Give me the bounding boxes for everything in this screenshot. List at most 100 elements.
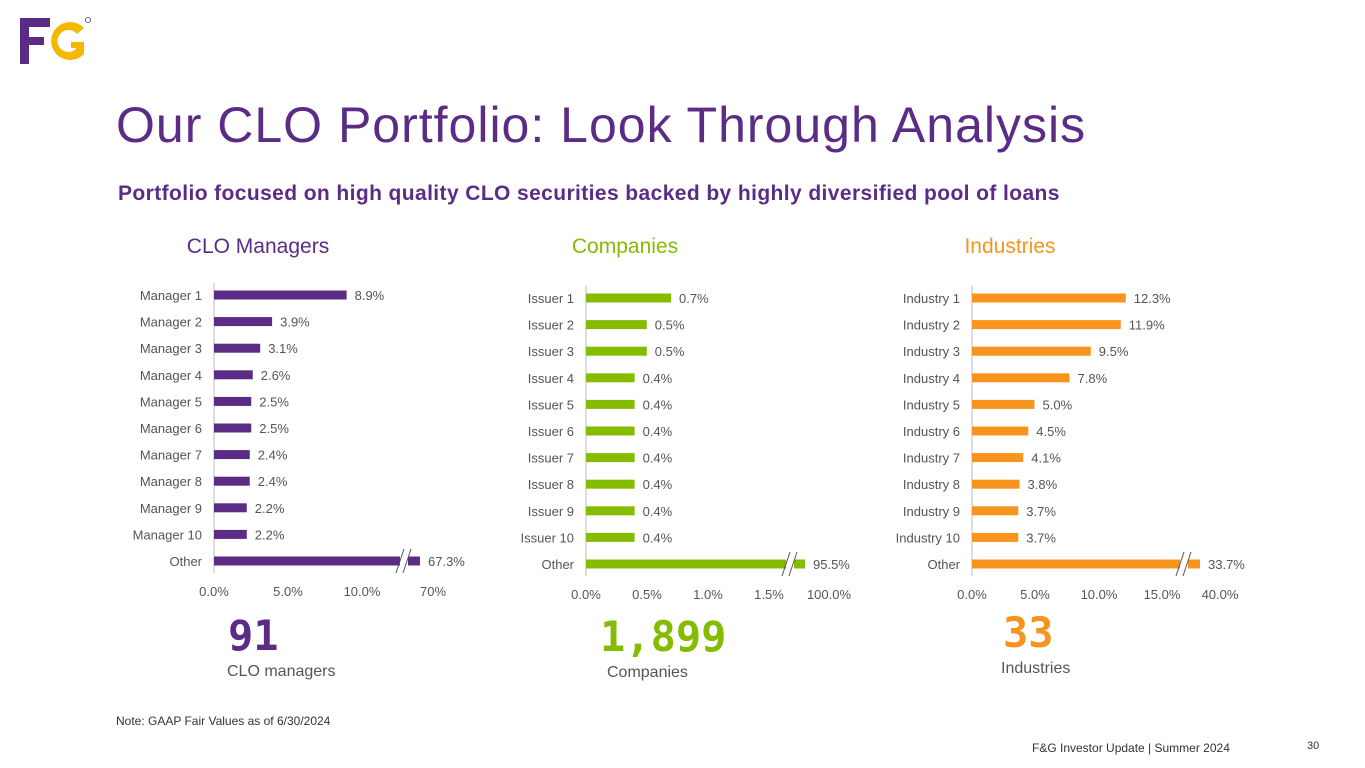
chart-0-axis-break-gap (400, 555, 408, 567)
chart-1-category-label: Issuer 1 (528, 291, 574, 306)
chart-2-title: Industries (964, 235, 1055, 258)
chart-1-bar (586, 346, 647, 356)
chart-1-value-label: 0.4% (643, 504, 673, 519)
chart-0-category-label: Manager 10 (133, 527, 202, 542)
page-number: 30 (1307, 740, 1320, 752)
chart-1-category-label: Issuer 5 (528, 397, 574, 412)
chart-2-bar (972, 320, 1121, 330)
chart-1-axis-break-gap (786, 558, 794, 570)
chart-0-value-label: 67.3% (428, 554, 465, 569)
chart-2-value-label: 3.7% (1026, 504, 1056, 519)
charts-area: CLO Managers Manager 1 8.9% Manager 2 3.9% Ma… (133, 235, 1246, 602)
chart-0-value-label: 3.9% (280, 315, 310, 330)
chart-0-value-label: 8.9% (355, 288, 385, 303)
chart-1-x-tick-label: 1.0% (693, 587, 723, 602)
chart-2-bar (972, 399, 1035, 409)
chart-0-value-label: 2.2% (255, 527, 285, 542)
chart-1-bar (586, 373, 635, 383)
chart-2-bar (972, 559, 1200, 569)
logo-f-top (20, 18, 50, 27)
chart-0-bar (214, 450, 250, 460)
kpi-industries-label: Industries (1001, 660, 1071, 677)
chart-0-bar (214, 503, 247, 513)
chart-1-category-label: Issuer 9 (528, 504, 574, 519)
chart-0-value-label: 2.4% (258, 474, 288, 489)
chart-0-category-label: Manager 7 (140, 448, 202, 463)
chart-0-value-label: 3.1% (268, 341, 298, 356)
chart-0-category-label: Manager 2 (140, 315, 202, 330)
chart-0-bar (214, 370, 253, 380)
chart-2-x-tick-label: 10.0% (1081, 587, 1118, 602)
chart-2-category-label: Industry 9 (903, 504, 960, 519)
chart-2-value-label: 12.3% (1134, 291, 1171, 306)
chart-2-bar (972, 346, 1091, 356)
chart-1-x-tick-label: 0.0% (571, 587, 601, 602)
chart-0-bar (214, 556, 420, 566)
kpi-clo-managers-value: 91 (228, 611, 279, 660)
chart-1-value-label: 0.4% (643, 530, 673, 545)
chart-1-value-label: 0.4% (643, 397, 673, 412)
kpi-industries-value: 33 (1003, 608, 1054, 657)
chart-2-x-tick-label: 5.0% (1020, 587, 1050, 602)
chart-0-value-label: 2.6% (261, 368, 291, 383)
chart-1-value-label: 95.5% (813, 557, 850, 572)
page-subtitle: Portfolio focused on high quality CLO se… (118, 182, 1060, 205)
chart-2-category-label: Industry 4 (903, 371, 960, 386)
chart-0-title: CLO Managers (187, 235, 329, 258)
chart-2-category-label: Industry 8 (903, 477, 960, 492)
chart-0-bar (214, 317, 273, 327)
chart-0-value-label: 2.5% (259, 421, 289, 436)
chart-2-bar (972, 506, 1019, 516)
chart-0-category-label: Manager 6 (140, 421, 202, 436)
chart-2-category-label: Other (927, 557, 960, 572)
chart-0-bar (214, 423, 252, 433)
chart-2-bar (972, 293, 1126, 303)
chart-2-bar (972, 373, 1070, 383)
chart-2-category-label: Industry 5 (903, 397, 960, 412)
chart-1-value-label: 0.4% (643, 477, 673, 492)
chart-0-category-label: Manager 8 (140, 474, 202, 489)
chart-0-bar (214, 343, 261, 353)
chart-1-category-label: Issuer 10 (521, 530, 574, 545)
chart-1-bar (586, 399, 635, 409)
chart-2-category-label: Industry 10 (896, 530, 960, 545)
logo-f-mid (20, 37, 44, 45)
chart-2-value-label: 4.5% (1036, 424, 1066, 439)
chart-1-bar (586, 453, 635, 463)
fg-logo-icon (20, 17, 91, 64)
chart-1-bar (586, 293, 672, 303)
chart-0-x-tick-label: 10.0% (344, 584, 381, 599)
chart-0-category-label: Manager 3 (140, 341, 202, 356)
chart-1-category-label: Issuer 2 (528, 318, 574, 333)
chart-0-category-label: Manager 9 (140, 501, 202, 516)
chart-1-x-tick-label: 0.5% (632, 587, 662, 602)
chart-0-axis-break-mark (395, 548, 405, 574)
chart-0-bar (214, 529, 247, 539)
kpi-companies-label: Companies (607, 664, 688, 681)
chart-2-axis-break-mark (1175, 551, 1185, 577)
chart-2-bar (972, 532, 1019, 542)
chart-1-bar (586, 320, 647, 330)
chart-2-value-label: 3.7% (1026, 530, 1056, 545)
chart-2-axis-break-gap (1180, 558, 1188, 570)
chart-1-category-label: Issuer 4 (528, 371, 574, 386)
chart-0-category-label: Other (169, 554, 202, 569)
chart-2-category-label: Industry 1 (903, 291, 960, 306)
chart-2-value-label: 3.8% (1028, 477, 1058, 492)
chart-1-category-label: Issuer 3 (528, 344, 574, 359)
chart-2-value-label: 33.7% (1208, 557, 1245, 572)
chart-2-value-label: 7.8% (1078, 371, 1108, 386)
chart-1-category-label: Issuer 6 (528, 424, 574, 439)
chart-1-category-label: Other (541, 557, 574, 572)
chart-2-x-tick-label: 15.0% (1144, 587, 1181, 602)
chart-0-category-label: Manager 4 (140, 368, 202, 383)
logo-registered-mark (85, 17, 91, 23)
chart-2-value-label: 5.0% (1043, 397, 1073, 412)
chart-1-title: Companies (572, 235, 678, 258)
chart-0-category-label: Manager 1 (140, 288, 202, 303)
chart-1-category-label: Issuer 7 (528, 451, 574, 466)
footer-text: F&G Investor Update | Summer 2024 (1032, 741, 1230, 755)
chart-2-bar (972, 479, 1020, 489)
chart-1-bar (586, 506, 635, 516)
kpi-companies-value: 1,899 (600, 612, 727, 661)
